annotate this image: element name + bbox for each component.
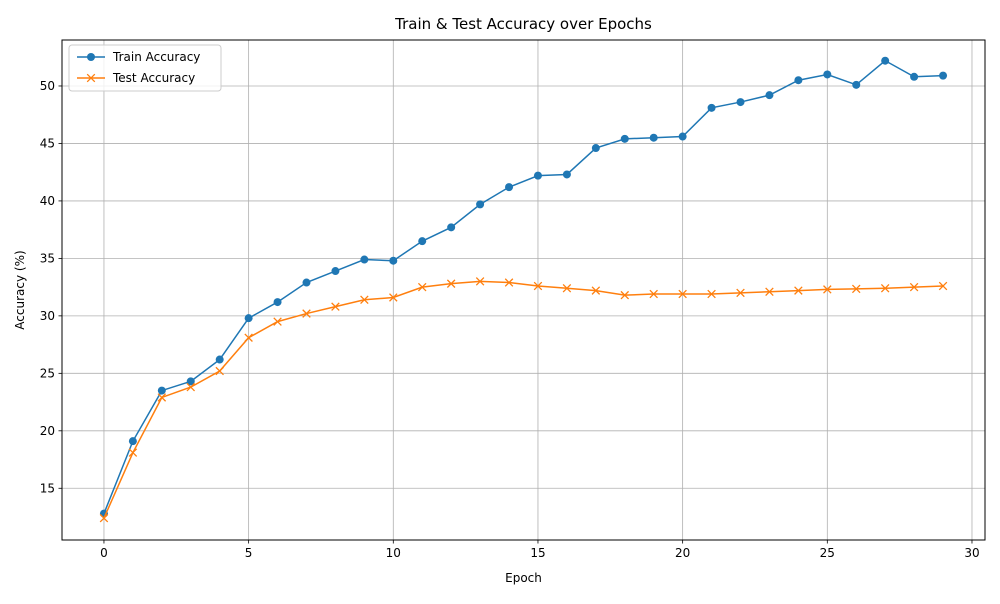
data-point bbox=[417, 282, 427, 292]
data-point bbox=[128, 437, 137, 446]
series-1 bbox=[99, 277, 948, 523]
legend: Train Accuracy Test Accuracy bbox=[68, 44, 222, 92]
data-point bbox=[302, 278, 311, 287]
y-tick-label: 20 bbox=[40, 424, 55, 438]
legend-label: Train Accuracy bbox=[112, 50, 200, 64]
series-0 bbox=[99, 56, 948, 518]
data-point bbox=[504, 278, 514, 287]
data-point bbox=[215, 366, 224, 376]
data-point bbox=[678, 132, 687, 141]
data-point bbox=[620, 134, 629, 143]
series-line bbox=[103, 59, 944, 514]
data-point bbox=[389, 256, 398, 265]
x-tick-label: 20 bbox=[675, 546, 690, 560]
data-point bbox=[186, 382, 196, 392]
y-tick-label: 35 bbox=[40, 251, 55, 265]
data-point bbox=[823, 285, 832, 294]
data-point bbox=[678, 289, 687, 299]
x-tick-label: 10 bbox=[386, 546, 401, 560]
data-point bbox=[910, 72, 919, 81]
data-point bbox=[881, 56, 890, 65]
legend-label: Test Accuracy bbox=[112, 71, 195, 85]
data-point bbox=[736, 98, 745, 107]
y-tick-label: 25 bbox=[40, 366, 55, 380]
data-point bbox=[331, 267, 340, 276]
data-point bbox=[852, 80, 861, 89]
data-point bbox=[794, 76, 803, 85]
data-point bbox=[533, 171, 542, 180]
y-axis-label: Accuracy (%) bbox=[13, 250, 27, 329]
data-point bbox=[128, 448, 138, 457]
data-point bbox=[823, 70, 832, 79]
plot-frame bbox=[61, 39, 986, 541]
data-point bbox=[447, 223, 456, 232]
data-point bbox=[157, 393, 167, 402]
data-point bbox=[505, 183, 514, 192]
data-point bbox=[273, 298, 282, 307]
data-point bbox=[765, 91, 774, 100]
data-point bbox=[707, 103, 716, 112]
ticks: 0 5 10 15 20 25 30 15 20 25 30 35 40 45 50 bbox=[40, 79, 980, 560]
data-point bbox=[186, 377, 195, 386]
y-tick-label: 15 bbox=[40, 481, 55, 495]
data-point bbox=[880, 284, 890, 293]
legend-marker bbox=[86, 73, 96, 83]
data-point bbox=[939, 71, 948, 80]
x-tick-label: 0 bbox=[100, 546, 108, 560]
data-point bbox=[244, 333, 253, 342]
data-point bbox=[851, 284, 861, 294]
data-point bbox=[157, 386, 166, 395]
data-point bbox=[360, 255, 369, 264]
series-line bbox=[103, 280, 944, 519]
data-point bbox=[765, 287, 774, 296]
x-tick-label: 5 bbox=[245, 546, 253, 560]
data-point bbox=[475, 277, 485, 286]
data-point bbox=[215, 355, 224, 364]
data-point bbox=[938, 281, 948, 291]
data-point bbox=[562, 284, 572, 293]
data-point bbox=[360, 295, 369, 305]
x-axis-label: Epoch bbox=[505, 571, 542, 585]
data-point bbox=[591, 144, 600, 153]
legend-item: Train Accuracy bbox=[77, 50, 200, 64]
data-point bbox=[302, 309, 311, 318]
y-tick-label: 45 bbox=[40, 136, 55, 150]
data-point bbox=[99, 513, 109, 523]
x-tick-label: 25 bbox=[820, 546, 835, 560]
data-point bbox=[707, 289, 716, 299]
grid bbox=[62, 40, 985, 540]
data-point bbox=[591, 286, 601, 295]
data-point bbox=[909, 282, 919, 292]
data-point bbox=[794, 286, 803, 295]
data-point bbox=[331, 302, 340, 311]
data-point bbox=[418, 237, 427, 246]
data-point bbox=[736, 288, 745, 298]
x-tick-label: 30 bbox=[964, 546, 979, 560]
data-point bbox=[649, 133, 658, 142]
y-tick-label: 50 bbox=[40, 79, 55, 93]
data-point bbox=[562, 170, 571, 179]
data-point bbox=[649, 289, 658, 299]
data-point bbox=[533, 281, 543, 291]
data-point bbox=[620, 290, 630, 300]
chart-title: Train & Test Accuracy over Epochs bbox=[394, 15, 652, 33]
series-layer bbox=[99, 56, 948, 523]
data-point bbox=[476, 200, 485, 209]
x-tick-label: 15 bbox=[530, 546, 545, 560]
y-tick-label: 30 bbox=[40, 309, 55, 323]
y-tick-label: 40 bbox=[40, 194, 55, 208]
data-point bbox=[244, 314, 253, 323]
data-point bbox=[273, 317, 282, 326]
data-point bbox=[389, 293, 398, 302]
data-point bbox=[446, 279, 456, 288]
legend-box bbox=[68, 44, 222, 92]
legend-item: Test Accuracy bbox=[77, 71, 195, 85]
legend-marker bbox=[87, 53, 95, 61]
